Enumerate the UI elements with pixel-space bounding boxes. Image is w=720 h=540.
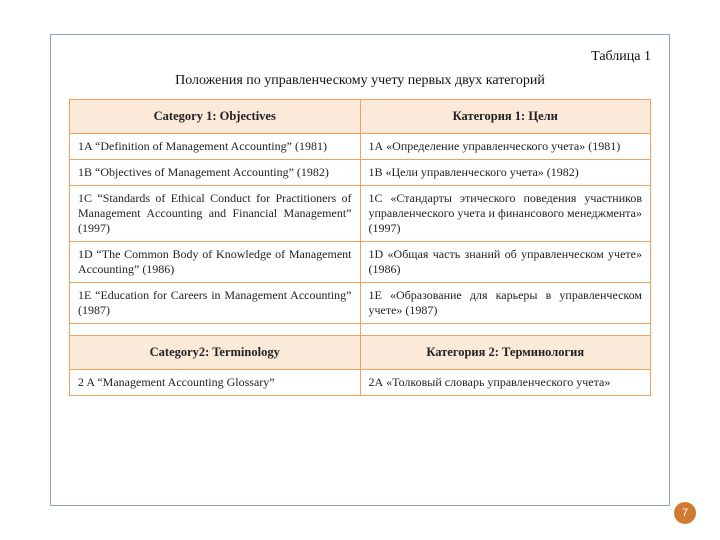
cell-en: 1B “Objectives of Management Accounting”… <box>70 160 361 186</box>
table-row: 1A “Definition of Management Accounting”… <box>70 134 651 160</box>
slide-frame: Таблица 1 Положения по управленческому у… <box>50 34 670 506</box>
cell-en: 2 A “Management Accounting Glossary” <box>70 370 361 396</box>
cell-ru: 1D «Общая часть знаний об управленческом… <box>360 242 651 283</box>
cell-en: 1C “Standards of Ethical Conduct for Pra… <box>70 186 361 242</box>
cell-ru: 1Е «Образование для карьеры в управленче… <box>360 283 651 324</box>
content-table: Category 1: Objectives Категория 1: Цели… <box>69 99 651 396</box>
header-cat2-en: Category2: Terminology <box>70 336 361 370</box>
spacer-cell <box>70 324 361 336</box>
table-title: Положения по управленческому учету первы… <box>69 73 651 89</box>
cell-ru: 2А «Толковый словарь управленческого уче… <box>360 370 651 396</box>
table-row: 1D “The Common Body of Knowledge of Mana… <box>70 242 651 283</box>
cell-en: 1A “Definition of Management Accounting”… <box>70 134 361 160</box>
cell-en: 1E “Education for Careers in Management … <box>70 283 361 324</box>
spacer-cell <box>360 324 651 336</box>
table-row: 1E “Education for Careers in Management … <box>70 283 651 324</box>
table-row: 1B “Objectives of Management Accounting”… <box>70 160 651 186</box>
header-row-1: Category 1: Objectives Категория 1: Цели <box>70 100 651 134</box>
cell-en: 1D “The Common Body of Knowledge of Mana… <box>70 242 361 283</box>
header-row-2: Category2: Terminology Категория 2: Терм… <box>70 336 651 370</box>
page-number-badge: 7 <box>674 502 696 524</box>
cell-ru: 1В «Цели управленческого учета» (1982) <box>360 160 651 186</box>
header-cat1-en: Category 1: Objectives <box>70 100 361 134</box>
table-row: 2 A “Management Accounting Glossary” 2А … <box>70 370 651 396</box>
table-label: Таблица 1 <box>69 49 651 65</box>
cell-ru: 1А «Определение управленческого учета» (… <box>360 134 651 160</box>
spacer-row <box>70 324 651 336</box>
header-cat1-ru: Категория 1: Цели <box>360 100 651 134</box>
table-row: 1C “Standards of Ethical Conduct for Pra… <box>70 186 651 242</box>
header-cat2-ru: Категория 2: Терминология <box>360 336 651 370</box>
cell-ru: 1С «Стандарты этического поведения участ… <box>360 186 651 242</box>
